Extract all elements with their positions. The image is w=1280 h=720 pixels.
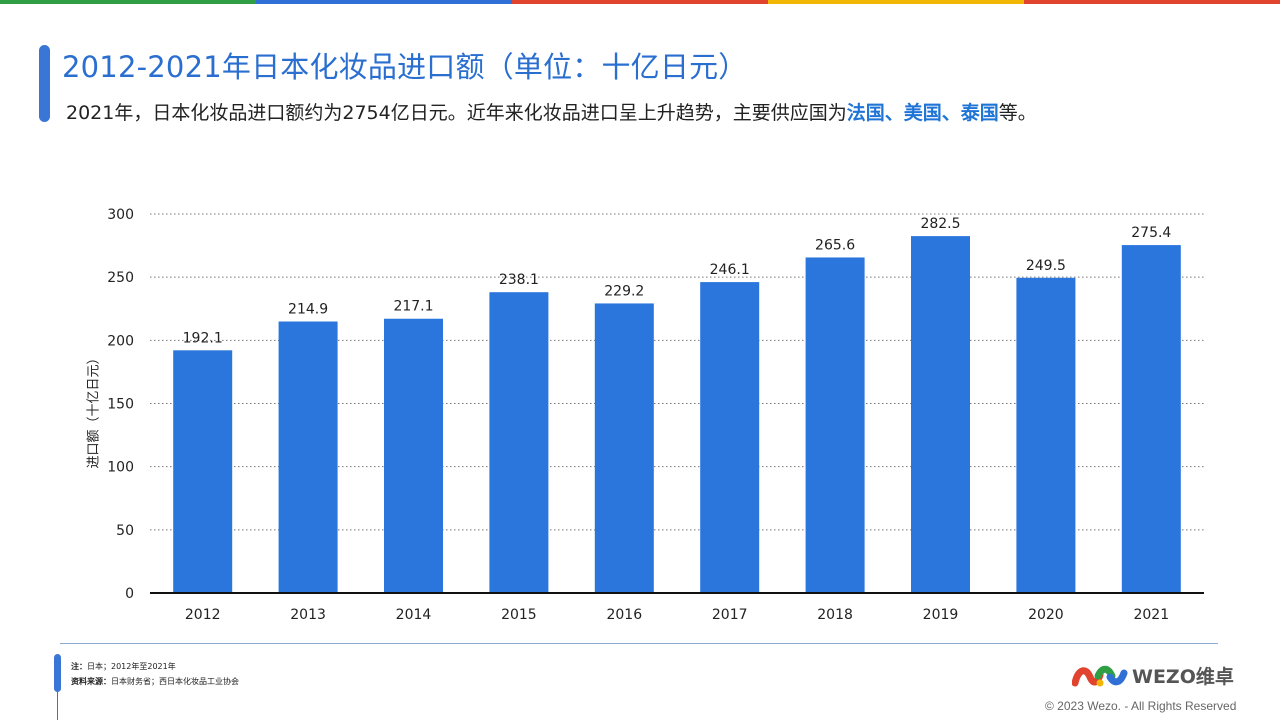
data-label: 192.1: [183, 330, 223, 346]
y-tick-label: 150: [107, 397, 134, 413]
bar: [911, 236, 970, 593]
top-color-stripe: [0, 0, 1280, 4]
x-tick-label: 2015: [501, 607, 537, 623]
data-label: 282.5: [920, 216, 960, 232]
data-label: 275.4: [1131, 225, 1171, 241]
copyright-text: © 2023 Wezo. - All Rights Reserved: [1045, 699, 1237, 713]
footer-accent-stem: [57, 690, 58, 720]
logo-text: WEZO维卓: [1132, 666, 1234, 688]
x-tick-label: 2018: [817, 607, 853, 623]
stripe-green: [0, 0, 256, 4]
subtitle-text: 2021年，日本化妆品进口额约为2754亿日元。近年来化妆品进口呈上升趋势，主要…: [66, 102, 847, 124]
y-tick-label: 200: [107, 333, 134, 349]
x-tick-label: 2013: [290, 607, 326, 623]
data-label: 265.6: [815, 237, 855, 253]
x-tick-label: 2017: [712, 607, 748, 623]
data-label: 246.1: [710, 262, 750, 278]
footnote-label: 注：: [71, 662, 87, 671]
stripe-red: [512, 0, 768, 4]
y-tick-label: 50: [116, 523, 134, 539]
data-label: 229.2: [604, 283, 644, 299]
source-label: 资料来源：: [71, 677, 111, 686]
footer-accent-bar: [54, 654, 61, 692]
title-accent-bar: [39, 45, 50, 122]
data-label: 214.9: [288, 302, 328, 318]
y-axis-label: 进口额（十亿日元）: [86, 351, 102, 469]
source-note: 资料来源：日本财务省；西日本化妆品工业协会: [71, 676, 239, 687]
data-label: 249.5: [1026, 258, 1066, 274]
bar: [1121, 245, 1181, 593]
bar: [384, 318, 443, 593]
page-title: 2012-2021年日本化妆品进口额（单位：十亿日元）: [62, 50, 748, 84]
bar: [805, 257, 865, 593]
x-tick-label: 2012: [185, 607, 221, 623]
source-text: 日本财务省；西日本化妆品工业协会: [111, 677, 239, 686]
bar: [1016, 277, 1076, 593]
footnote-text: 日本；2012年至2021年: [87, 662, 176, 671]
bar: [278, 321, 338, 593]
wezo-logo: WEZO维卓: [1072, 662, 1234, 689]
data-label: 217.1: [393, 299, 433, 315]
x-tick-label: 2021: [1133, 607, 1169, 623]
bar: [173, 350, 233, 593]
stripe-yellow: [768, 0, 1024, 4]
y-tick-label: 100: [107, 460, 134, 476]
bar: [489, 292, 549, 593]
subtitle-tail: 等。: [998, 102, 1037, 124]
x-tick-label: 2014: [396, 607, 432, 623]
bar: [700, 282, 760, 593]
bar: [594, 303, 654, 593]
y-tick-label: 250: [107, 270, 134, 286]
y-tick-label: 0: [125, 586, 134, 602]
y-tick-label: 300: [107, 207, 134, 223]
subtitle-highlight: 法国、美国、泰国: [846, 102, 999, 124]
x-tick-label: 2019: [923, 607, 959, 623]
data-label: 238.1: [499, 272, 539, 288]
x-tick-label: 2020: [1028, 607, 1064, 623]
footer-divider: [60, 643, 1218, 644]
footnote: 注：日本；2012年至2021年: [71, 661, 176, 672]
page-subtitle: 2021年，日本化妆品进口额约为2754亿日元。近年来化妆品进口呈上升趋势，主要…: [66, 98, 1037, 125]
wezo-logo-mark: [1072, 665, 1128, 686]
stripe-red-2: [1024, 0, 1280, 4]
stripe-blue: [256, 0, 512, 4]
x-tick-label: 2016: [606, 607, 642, 623]
